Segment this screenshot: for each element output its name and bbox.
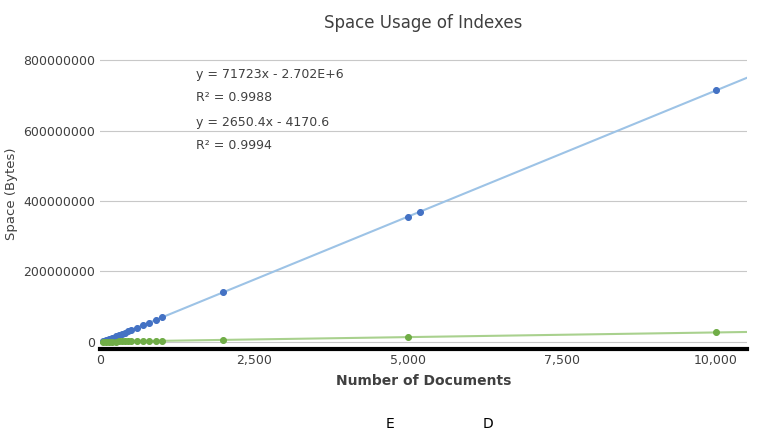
D (710, 329, 722, 336)
D (156, 337, 168, 344)
D (119, 338, 131, 345)
E (106, 334, 119, 341)
D (97, 338, 109, 345)
D (116, 338, 128, 345)
D (106, 338, 119, 345)
E (119, 329, 131, 336)
Y-axis label: Space (Bytes): Space (Bytes) (5, 148, 18, 240)
D (143, 337, 156, 344)
E (149, 317, 162, 324)
Legend: E, D: E, D (349, 412, 498, 436)
E (109, 333, 122, 340)
D (137, 337, 149, 344)
D (402, 334, 414, 341)
Title: Space Usage of Indexes: Space Usage of Indexes (324, 14, 523, 32)
D (100, 338, 112, 345)
D (122, 338, 134, 345)
Text: R² = 0.9988: R² = 0.9988 (196, 91, 272, 104)
E (112, 332, 125, 339)
E (414, 208, 427, 215)
E (156, 314, 168, 321)
D (131, 338, 143, 345)
E (131, 324, 143, 331)
E (125, 327, 137, 334)
E (116, 330, 128, 337)
D (125, 338, 137, 345)
E (217, 289, 229, 296)
E (137, 322, 149, 329)
Text: R² = 0.9994: R² = 0.9994 (196, 139, 272, 152)
X-axis label: Number of Documents: Number of Documents (336, 374, 511, 388)
D (103, 338, 116, 345)
E (122, 328, 134, 335)
D (109, 338, 122, 345)
D (149, 337, 162, 344)
E (103, 335, 116, 342)
E (402, 213, 414, 220)
Text: y = 2650.4x - 4170.6: y = 2650.4x - 4170.6 (196, 116, 329, 129)
D (217, 337, 229, 344)
E (97, 338, 109, 345)
E (143, 319, 156, 326)
E (710, 87, 722, 94)
D (112, 338, 125, 345)
E (100, 337, 112, 344)
Text: y = 71723x - 2.702E+6: y = 71723x - 2.702E+6 (196, 68, 343, 81)
